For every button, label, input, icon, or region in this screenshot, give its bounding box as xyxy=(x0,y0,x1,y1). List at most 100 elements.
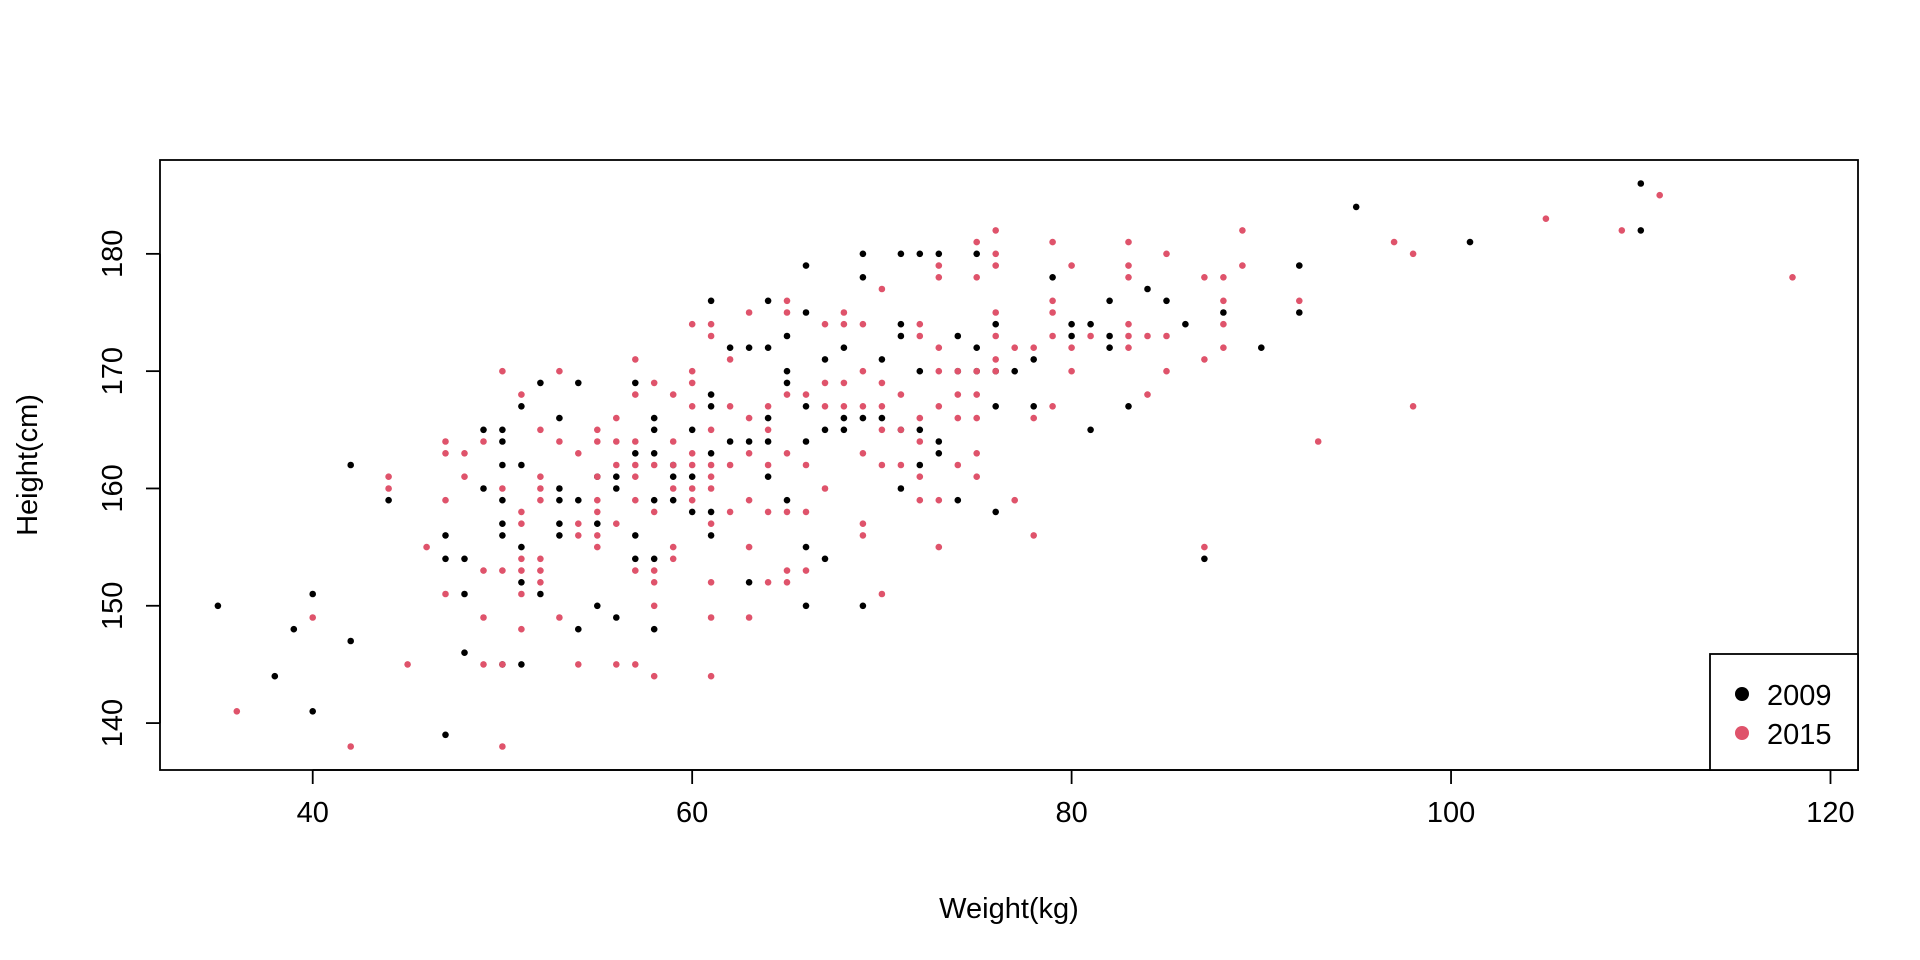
point-2015 xyxy=(669,438,677,445)
point-2015 xyxy=(537,555,544,563)
series-2015 xyxy=(233,191,1796,750)
point-2015 xyxy=(1125,262,1132,269)
point-2009 xyxy=(935,450,943,457)
point-2015 xyxy=(935,403,943,410)
point-2015 xyxy=(802,391,810,398)
point-2009 xyxy=(935,250,943,258)
point-2015 xyxy=(594,496,601,504)
point-2009 xyxy=(916,426,924,434)
point-2015 xyxy=(480,614,487,621)
point-2015 xyxy=(897,391,905,398)
point-2015 xyxy=(973,473,980,481)
point-2009 xyxy=(916,367,924,375)
point-2009 xyxy=(783,496,791,504)
point-2009 xyxy=(556,532,563,539)
point-2009 xyxy=(442,532,449,539)
point-2015 xyxy=(556,438,563,445)
point-2009 xyxy=(802,309,810,316)
point-2009 xyxy=(556,485,563,492)
point-2015 xyxy=(1296,297,1303,305)
point-2015 xyxy=(499,485,506,492)
point-2015 xyxy=(1125,238,1132,246)
point-2015 xyxy=(594,473,601,481)
point-2015 xyxy=(650,602,658,610)
point-2015 xyxy=(1125,320,1132,328)
point-2015 xyxy=(423,543,430,551)
point-2015 xyxy=(707,614,715,621)
point-2009 xyxy=(309,708,317,715)
x-tick-label: 60 xyxy=(676,797,708,829)
point-2015 xyxy=(878,590,886,598)
point-2009 xyxy=(442,555,449,563)
point-2015 xyxy=(764,508,772,516)
point-2009 xyxy=(499,532,506,539)
point-2009 xyxy=(745,344,753,352)
point-2015 xyxy=(764,403,772,410)
point-2015 xyxy=(783,297,791,305)
point-2009 xyxy=(992,403,999,410)
point-2015 xyxy=(707,579,715,586)
point-2009 xyxy=(650,625,658,633)
point-2015 xyxy=(480,438,487,445)
point-2015 xyxy=(707,672,715,680)
point-2009 xyxy=(954,496,962,504)
point-2009 xyxy=(764,344,772,352)
point-2015 xyxy=(1049,332,1056,340)
point-2015 xyxy=(783,508,791,516)
point-2015 xyxy=(935,543,943,551)
point-2015 xyxy=(1068,344,1075,352)
point-2015 xyxy=(878,403,886,410)
point-2015 xyxy=(707,485,715,492)
point-2015 xyxy=(1011,496,1018,504)
point-2009 xyxy=(878,356,886,363)
point-2015 xyxy=(916,473,924,481)
point-2015 xyxy=(613,461,620,469)
point-2009 xyxy=(632,379,639,387)
point-2015 xyxy=(385,473,392,481)
point-2015 xyxy=(707,473,715,481)
point-2015 xyxy=(575,661,582,668)
x-tick-label: 100 xyxy=(1427,797,1475,829)
point-2009 xyxy=(575,496,582,504)
point-2009 xyxy=(499,426,506,434)
point-2009 xyxy=(802,262,810,269)
point-2015 xyxy=(1542,215,1550,222)
point-2015 xyxy=(916,320,924,328)
point-2015 xyxy=(632,661,639,668)
point-2009 xyxy=(518,579,525,586)
point-2015 xyxy=(499,743,506,750)
point-2015 xyxy=(1125,332,1132,340)
point-2015 xyxy=(992,250,999,258)
point-2009 xyxy=(632,450,639,457)
point-2015 xyxy=(1125,344,1132,352)
point-2009 xyxy=(707,391,715,398)
point-2009 xyxy=(1106,297,1113,305)
point-2015 xyxy=(632,391,639,398)
point-2015 xyxy=(669,391,677,398)
point-2009 xyxy=(669,473,677,481)
point-2015 xyxy=(594,532,601,539)
point-2015 xyxy=(1163,250,1170,258)
point-2015 xyxy=(802,508,810,516)
point-2015 xyxy=(992,227,999,234)
point-2009 xyxy=(480,426,487,434)
point-2009 xyxy=(347,461,355,469)
point-2009 xyxy=(669,496,677,504)
point-2015 xyxy=(992,367,999,375)
point-2015 xyxy=(992,356,999,363)
point-2009 xyxy=(707,532,715,539)
point-2015 xyxy=(632,496,639,504)
point-2009 xyxy=(461,555,468,563)
point-2015 xyxy=(537,426,544,434)
point-2009 xyxy=(916,461,924,469)
point-2015 xyxy=(821,403,829,410)
point-2009 xyxy=(347,637,355,645)
point-2015 xyxy=(992,262,999,269)
point-2009 xyxy=(821,356,829,363)
point-2009 xyxy=(1030,403,1037,410)
point-2009 xyxy=(594,520,601,527)
x-tick-label: 40 xyxy=(297,797,329,829)
point-2015 xyxy=(461,473,468,481)
point-2015 xyxy=(1220,320,1227,328)
point-2015 xyxy=(480,567,487,574)
